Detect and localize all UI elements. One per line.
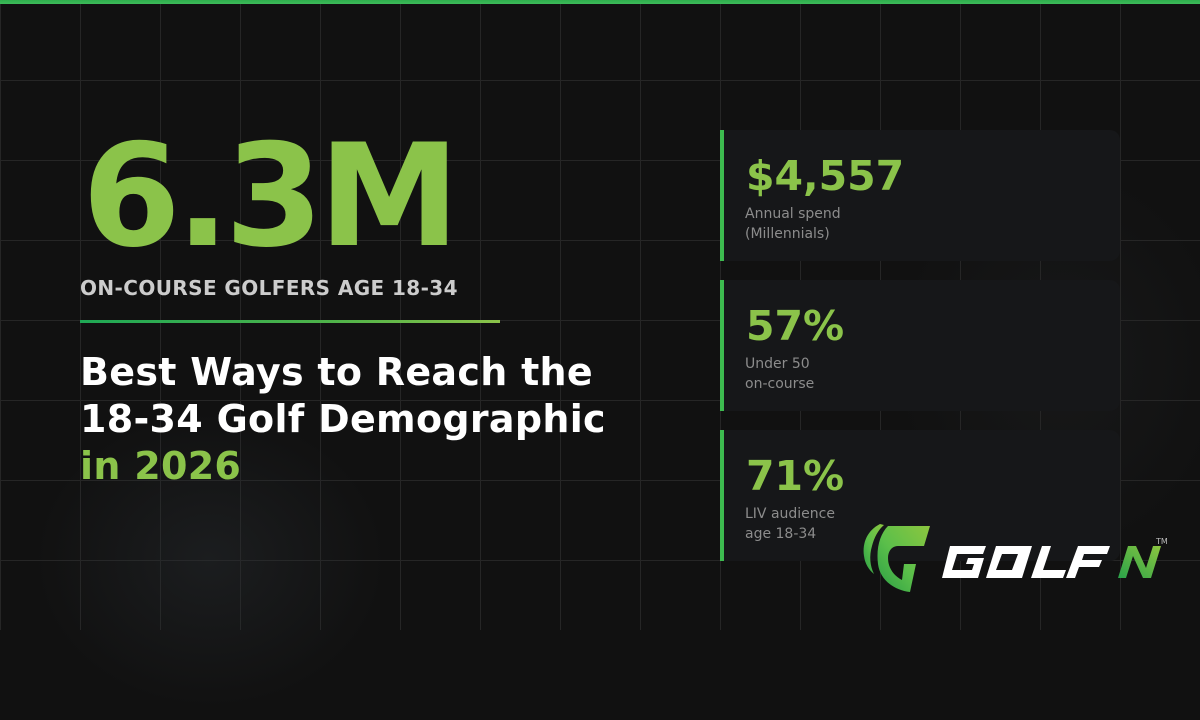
golfn-g-icon <box>863 524 930 592</box>
golfn-wordmark-n <box>1118 546 1161 578</box>
stat-value: $4,557 <box>746 152 905 200</box>
title-line-1: Best Ways to Reach the <box>80 350 593 394</box>
hero-stat-number: 6.3M <box>82 114 460 279</box>
hero-stat-subtitle: ON-COURSE GOLFERS AGE 18-34 <box>80 276 458 300</box>
trademark-symbol: TM <box>1155 537 1168 546</box>
stat-label-line-1: Annual spend <box>745 206 841 222</box>
top-accent-bar <box>0 0 1200 4</box>
title-line-3-accent: in 2026 <box>80 444 242 488</box>
stat-label: Annual spend (Millennials) <box>745 204 841 244</box>
stat-label-line-1: LIV audience <box>745 506 835 522</box>
stat-label-line-1: Under 50 <box>745 356 810 372</box>
stat-label-line-2: on-course <box>745 376 815 392</box>
stat-card-under-50: 57% Under 50 on-course <box>720 280 1120 411</box>
stat-card-annual-spend: $4,557 Annual spend (Millennials) <box>720 130 1120 261</box>
stat-label-line-2: (Millennials) <box>745 226 830 242</box>
stat-value: 71% <box>746 452 845 500</box>
stat-label-line-2: age 18-34 <box>745 526 817 542</box>
stat-value: 57% <box>746 302 845 350</box>
page-title: Best Ways to Reach the 18-34 Golf Demogr… <box>80 349 606 490</box>
golfn-wordmark <box>942 546 1110 578</box>
title-line-2: 18-34 Golf Demographic <box>80 397 606 441</box>
gradient-divider <box>80 320 500 323</box>
golfn-logo: TM <box>858 520 1168 595</box>
stat-label: Under 50 on-course <box>745 354 814 394</box>
stat-label: LIV audience age 18-34 <box>745 504 835 544</box>
